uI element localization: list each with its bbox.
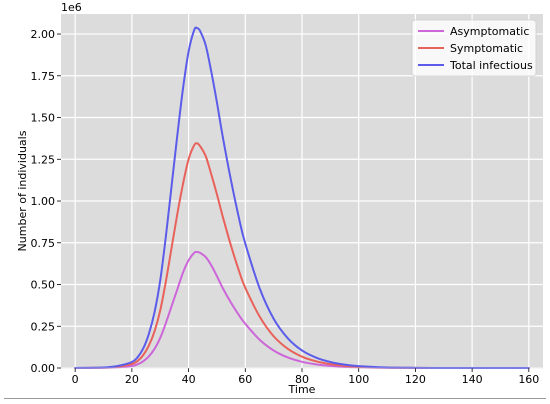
x-tick-label: 60: [238, 373, 252, 386]
y-tick-label: 1.00: [31, 195, 56, 208]
bottom-rule: [4, 398, 546, 399]
legend-entry: Symptomatic: [450, 42, 523, 55]
y-tick-label: 1.25: [31, 153, 56, 166]
x-tick-label: 160: [518, 373, 539, 386]
legend-box: [411, 19, 537, 77]
x-axis-label: Time: [288, 383, 316, 396]
x-tick-label: 120: [405, 373, 426, 386]
y-tick-label: 0.00: [31, 362, 56, 375]
y-offset-text: 1e6: [61, 1, 82, 14]
y-tick-label: 2.00: [31, 28, 56, 41]
x-tick-label: 100: [348, 373, 369, 386]
y-axis-label: Number of individuals: [16, 130, 29, 251]
x-tick-label: 140: [462, 373, 483, 386]
y-tick-label: 0.75: [31, 237, 56, 250]
legend-entry: Total infectious: [449, 59, 533, 72]
x-tick-label: 0: [72, 373, 79, 386]
y-tick-label: 1.50: [31, 112, 56, 125]
y-tick-label: 0.50: [31, 279, 56, 292]
x-tick-label: 80: [295, 373, 309, 386]
series-line-2: [74, 26, 530, 369]
series-lines: [74, 26, 530, 370]
y-axis: 0.00 0.25 0.50 0.75 1.00 1.25 1.50 1.75 2.00: [31, 28, 61, 375]
legend: Asymptomatic Symptomatic Total infectious: [411, 19, 537, 77]
y-tick-label: 0.25: [31, 320, 56, 333]
y-tick-label: 1.75: [31, 70, 56, 83]
x-tick-label: 40: [182, 373, 196, 386]
x-axis: 0 20 40 60 80 100 120 140 160: [61, 367, 543, 386]
legend-entry: Asymptomatic: [450, 25, 529, 38]
x-tick-label: 20: [125, 373, 139, 386]
